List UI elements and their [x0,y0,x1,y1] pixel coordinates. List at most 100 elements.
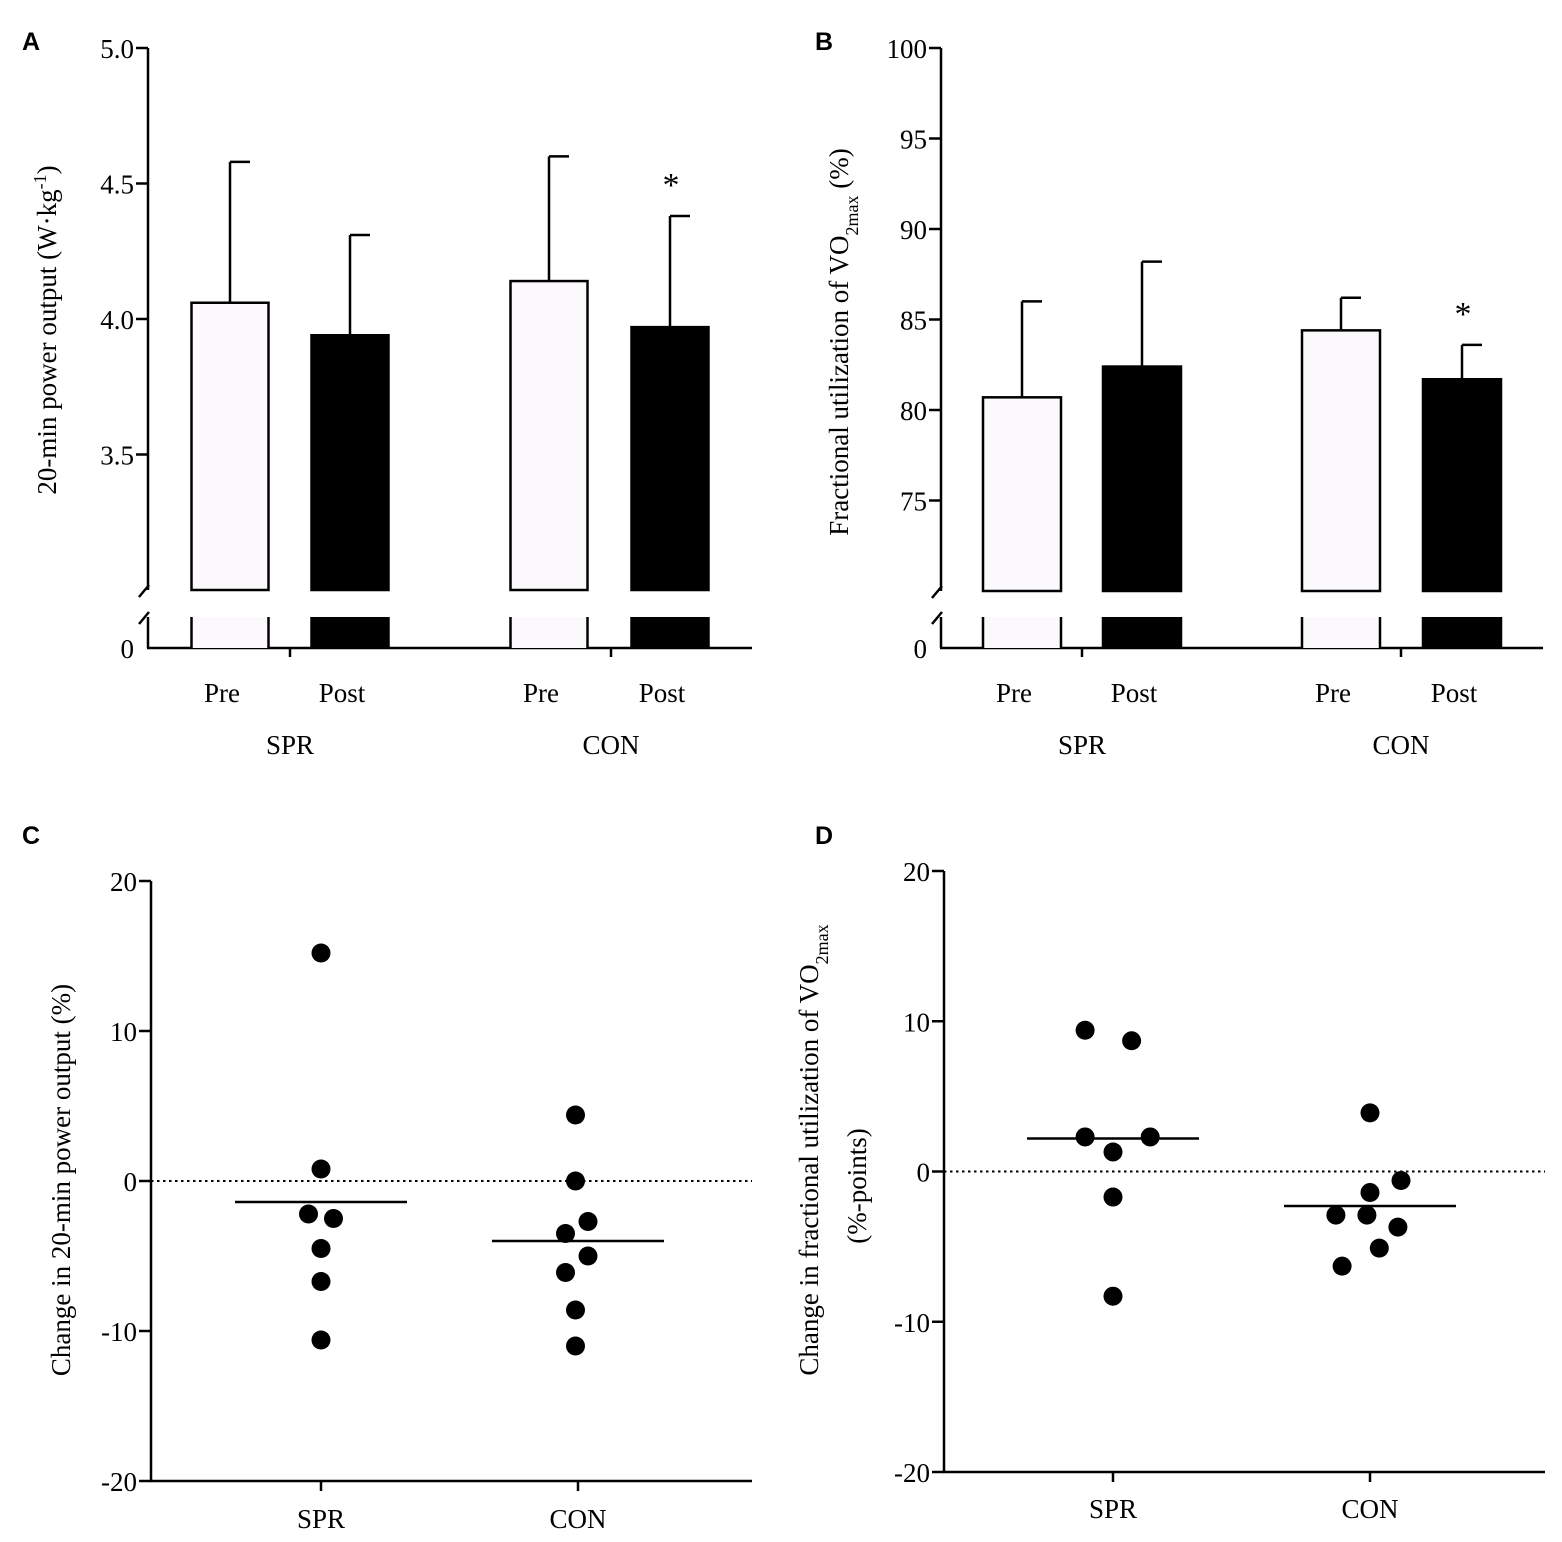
data-point [324,1209,343,1228]
y-tick-label: -20 [101,1467,137,1497]
data-point [1075,1127,1095,1147]
y-tick-label: 90 [900,215,927,245]
axis-break-mark [138,611,150,625]
x-category-label: Post [639,678,686,708]
y-tick-label: -10 [894,1308,930,1338]
x-group-label: SPR [266,730,314,760]
data-point [1388,1217,1408,1237]
data-point [311,943,331,963]
data-point [578,1212,598,1231]
y-axis-label: Fractional utilization of VO2max (%) [824,148,862,535]
bar-lower [631,617,709,648]
y-tick-label: 85 [900,306,927,336]
axis-break-mark [931,585,943,599]
data-point [311,1330,331,1350]
y-tick-label: 10 [110,1017,137,1047]
panel-letter: B [815,28,833,56]
x-category-label: Pre [523,678,559,708]
data-point [1326,1205,1346,1225]
y-tick-label: 0 [917,1158,931,1188]
y-axis-label-sup: -1 [30,174,50,189]
y-axis-label-text: Fractional utilization of VO [824,236,854,536]
y-tick-label: 4.5 [100,170,134,200]
data-point [1122,1031,1142,1051]
axis-break-mark [931,611,943,625]
y-axis-label-line2: (%-points) [842,1128,872,1243]
data-point [311,1159,331,1179]
x-category-label: CON [549,1504,606,1534]
bar [1101,365,1183,593]
y-axis-label-sub: 2max [812,924,832,964]
panel-d: D -20 -10 0 10 20 SPR CON Change in fractional u… [794,822,1545,1524]
data-point [299,1204,318,1224]
panel-c: C -20 -10 0 10 20 SPR CON Change in 20-min power… [22,822,752,1534]
x-category-label: Pre [204,678,240,708]
significance-star: * [1455,296,1472,333]
y-axis-label-tail: ) [32,165,62,174]
x-group-label: CON [1372,730,1429,760]
y-tick-label: 80 [900,396,927,426]
x-category-label: Pre [1315,678,1351,708]
data-point [311,1239,331,1258]
y-axis-label-text: Change in 20-min power output (%) [46,984,76,1376]
data-point [1103,1187,1123,1207]
data-point [1332,1256,1352,1276]
bar [190,301,270,592]
data-point [1357,1205,1377,1225]
x-category-label: SPR [297,1504,345,1534]
bar-lower [1103,617,1181,648]
x-category-label: Post [1431,678,1478,708]
significance-star: * [663,167,680,204]
y-axis-label-text: 20-min power output (W·kg [32,189,62,494]
y-axis-label-tail: (%) [824,148,854,195]
bar-lower [191,617,269,648]
y-tick-label: 3.5 [100,441,134,471]
y-tick-label: -10 [101,1317,137,1347]
data-point [1360,1183,1380,1203]
bar-lower [1423,617,1501,648]
y-tick-label: 0 [914,634,928,664]
y-axis-label-text: Change in fractional utilization of VO [794,964,824,1375]
x-category-label: CON [1341,1494,1398,1524]
data-point [556,1224,575,1243]
bar-lower [983,617,1061,648]
axis-break-mark [138,584,150,598]
data-point [1369,1238,1389,1258]
y-tick-label: 20 [903,857,930,887]
bar [509,279,589,592]
y-axis-label: 20-min power output (W·kg-1) [30,165,62,494]
bar [310,334,390,592]
bar-lower [1302,617,1380,648]
y-axis-label: Change in 20-min power output (%) [46,984,76,1376]
bar [981,396,1063,593]
data-point [311,1272,331,1291]
data-point [566,1105,585,1125]
y-tick-label: 75 [900,487,927,517]
x-group-label: SPR [1058,730,1106,760]
x-group-label: CON [582,730,639,760]
y-tick-label: 4.0 [100,305,134,335]
x-category-label: Pre [996,678,1032,708]
data-point [1075,1020,1095,1040]
data-point [1103,1286,1123,1306]
panel-letter: A [22,28,40,56]
bar-lower [510,617,588,648]
y-tick-label: 0 [124,1167,138,1197]
bar-lower [311,617,389,648]
bar [1421,377,1503,593]
data-point [578,1246,598,1266]
y-tick-label: 95 [900,125,927,155]
y-tick-label: -20 [894,1458,930,1488]
y-axis-label: Change in fractional utilization of VO2m… [794,924,832,1375]
panel-letter: D [815,822,833,850]
y-tick-label: 20 [110,867,137,897]
x-category-label: Post [319,678,366,708]
data-point [1140,1127,1160,1147]
data-point [566,1171,585,1191]
bar [1300,329,1382,593]
data-point [1103,1142,1123,1162]
data-point [1360,1103,1380,1123]
x-category-label: Post [1111,678,1158,708]
